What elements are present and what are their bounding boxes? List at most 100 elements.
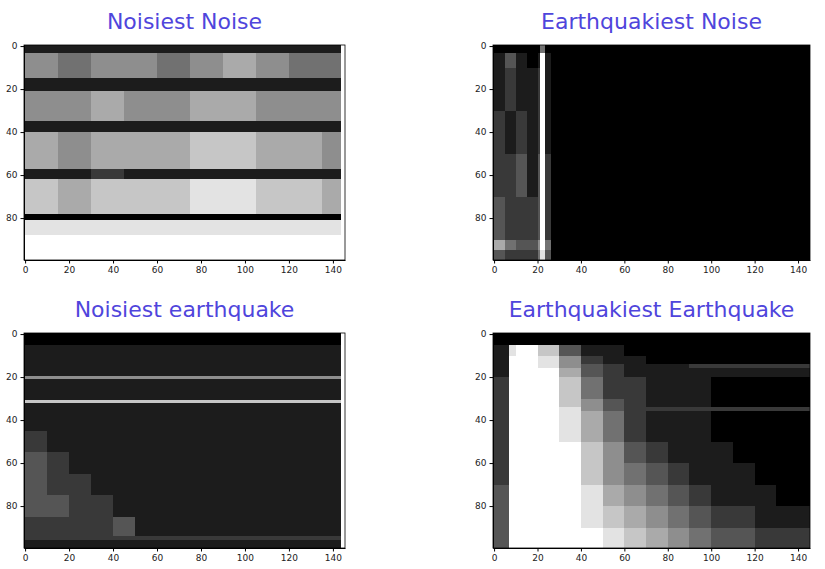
cell xyxy=(58,121,91,132)
cell xyxy=(551,45,810,53)
cell xyxy=(47,333,69,345)
cell xyxy=(58,220,91,236)
cell xyxy=(157,53,190,79)
cell xyxy=(322,235,341,260)
tick-label: 40 xyxy=(108,265,120,275)
cell xyxy=(289,45,322,53)
cell xyxy=(689,377,711,399)
cell xyxy=(91,431,113,453)
cell xyxy=(267,431,311,453)
cell xyxy=(47,474,69,496)
cell xyxy=(341,474,345,496)
tick: 20 xyxy=(64,260,76,275)
tick-mark xyxy=(490,463,494,464)
cell xyxy=(124,132,157,169)
cell xyxy=(341,132,345,169)
tick: 40 xyxy=(576,260,588,275)
axis-line xyxy=(25,548,346,549)
tick-label: 80 xyxy=(475,213,487,223)
cell xyxy=(711,506,733,528)
cell xyxy=(516,377,538,399)
tick: 120 xyxy=(281,260,298,275)
frame xyxy=(493,45,810,260)
cell xyxy=(493,333,510,345)
cell xyxy=(113,452,135,474)
tick-label: 40 xyxy=(576,553,588,563)
panel: Earthquakiest Noise020406080100120140020… xyxy=(475,9,810,275)
axis-line xyxy=(493,334,494,549)
cell xyxy=(58,45,91,53)
cell xyxy=(603,399,625,408)
cell xyxy=(646,463,668,485)
tick: 60 xyxy=(152,548,164,563)
cell xyxy=(135,517,179,537)
cell xyxy=(646,364,668,369)
frame xyxy=(493,333,810,548)
tick-label: 20 xyxy=(6,84,18,94)
cell xyxy=(47,536,69,541)
cell xyxy=(256,78,289,91)
tick: 60 xyxy=(6,170,24,180)
cell xyxy=(190,121,223,132)
cell xyxy=(509,333,516,345)
cell xyxy=(668,356,690,365)
cell xyxy=(493,53,505,69)
cell xyxy=(755,407,777,412)
cell xyxy=(624,368,646,377)
cell xyxy=(256,169,289,180)
cell xyxy=(527,240,538,251)
cell xyxy=(493,356,510,365)
cell xyxy=(179,517,223,537)
cell xyxy=(505,45,516,53)
cell xyxy=(135,540,179,548)
cell xyxy=(581,506,603,528)
cell xyxy=(135,495,179,517)
cell xyxy=(113,517,135,537)
cell xyxy=(603,411,625,442)
tick-mark xyxy=(21,463,25,464)
cell xyxy=(69,540,91,548)
cell xyxy=(540,197,546,241)
cell xyxy=(646,333,668,345)
y-axis: 020406080 xyxy=(6,329,24,548)
tick-mark xyxy=(490,334,494,335)
tick-mark xyxy=(245,548,246,552)
cell xyxy=(341,53,345,79)
cell xyxy=(267,452,311,474)
cell xyxy=(322,91,341,122)
cell xyxy=(581,345,603,356)
cell xyxy=(58,132,91,169)
cell xyxy=(559,442,581,464)
cell xyxy=(493,528,510,548)
tick-label: 60 xyxy=(6,458,18,468)
tick-mark xyxy=(494,260,495,264)
cell xyxy=(551,68,810,112)
cell xyxy=(190,78,223,91)
tick-label: 40 xyxy=(576,265,588,275)
cell xyxy=(113,495,135,517)
cell xyxy=(267,333,311,345)
tick: 0 xyxy=(492,260,498,275)
tick-mark xyxy=(21,89,25,90)
cell xyxy=(223,540,267,548)
cell xyxy=(559,333,581,345)
tick-mark xyxy=(289,260,290,264)
cell xyxy=(267,474,311,496)
tick: 100 xyxy=(703,260,720,275)
cell xyxy=(223,235,256,260)
tick-mark xyxy=(538,260,539,264)
cell xyxy=(646,411,668,442)
tick: 60 xyxy=(475,170,493,180)
cell xyxy=(624,528,646,548)
cell xyxy=(538,485,560,507)
cell xyxy=(24,169,59,180)
tick-label: 80 xyxy=(475,501,487,511)
cell xyxy=(581,485,603,507)
cell xyxy=(267,400,311,404)
cell xyxy=(91,452,113,474)
cell xyxy=(559,368,581,377)
cell xyxy=(24,121,59,132)
tick-label: 20 xyxy=(475,84,487,94)
cell xyxy=(776,506,810,528)
cell xyxy=(516,333,538,345)
